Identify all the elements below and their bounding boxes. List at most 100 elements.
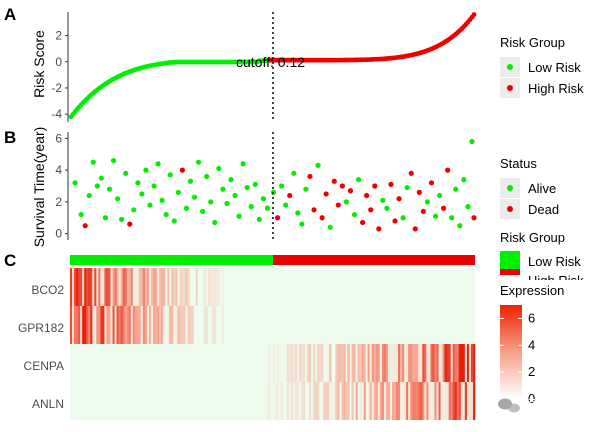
alive-point (200, 208, 206, 215)
alive-point (171, 218, 177, 224)
heatmap-cell (181, 268, 184, 306)
heatmap-cell (183, 306, 186, 344)
alive-point (123, 170, 129, 176)
alive-point (424, 199, 431, 205)
legend-dead-label: Dead (528, 202, 559, 217)
dead-point (323, 191, 329, 197)
alive-point (119, 216, 125, 222)
alive-point (228, 177, 234, 183)
legend-low-risk-dot (507, 64, 513, 70)
heatmap-cell (428, 344, 431, 382)
panel-c: BCO2 GPR182 CENPA ANLN (18, 255, 476, 420)
heatmap-cell (173, 268, 176, 306)
heatmap-cell (412, 344, 415, 382)
heatmap-cell (464, 344, 468, 382)
heatmap-cell (207, 268, 211, 306)
heatmap-cell (221, 306, 225, 344)
heatmap-cell (351, 382, 354, 420)
heatmap-cell (179, 306, 182, 344)
heatmap-cell (448, 344, 451, 382)
heatmap-cell (341, 382, 344, 420)
dead-point (307, 173, 313, 180)
cutoff-label: cutoff: 0.12 (236, 54, 305, 70)
dead-point (471, 215, 477, 221)
heatmap-cell (104, 306, 107, 344)
heatmap-cell (379, 344, 383, 382)
heatmap-cell (472, 344, 476, 382)
heatmap-cell (82, 268, 85, 306)
heatmap-cell (300, 344, 304, 382)
legend-risk-group-bar: Risk Group Low Risk High Risk (500, 230, 584, 288)
heatmap-cell (157, 306, 160, 344)
heatmap-cell (436, 344, 439, 382)
heatmap-cell (329, 344, 332, 382)
heatmap-cell (347, 382, 350, 420)
heatmap-cell (72, 306, 75, 344)
heatmap-cell (134, 268, 138, 306)
heatmap-cell (394, 344, 397, 382)
heatmap-cell (142, 268, 146, 306)
heatmap-cell (90, 268, 93, 306)
heatmap-cell (464, 382, 468, 420)
heatmap-cell (377, 382, 381, 420)
heatmap-cell (74, 306, 77, 344)
heatmap-cell (144, 306, 148, 344)
heatmap-cell (118, 306, 121, 344)
heatmap-cell (163, 306, 166, 344)
heatmap-cell (438, 344, 441, 382)
heatmap-cell (86, 306, 89, 344)
gene-label-anln: ANLN (32, 397, 64, 411)
heatmap-cell (298, 344, 302, 382)
heatmap-cell (385, 382, 389, 420)
alive-point (465, 204, 471, 210)
heatmap-cell (424, 382, 427, 420)
legend-low-risk-bar-label: Low Risk (528, 254, 581, 269)
heatmap-cell (88, 268, 91, 306)
alive-point (191, 194, 198, 200)
panel-c-letter: C (4, 251, 16, 270)
alive-point (131, 207, 137, 213)
heatmap-cell (108, 268, 111, 306)
heatmap-cell (432, 382, 435, 420)
panel-b-ylabel: Survival Time(year) (31, 127, 47, 248)
heatmap-cell (130, 268, 134, 306)
heatmap-cell (151, 268, 154, 306)
dead-point (331, 178, 337, 184)
heatmap-cell (72, 268, 75, 306)
legend-low-risk-swatch (500, 251, 520, 269)
heatmap-cell (406, 344, 409, 382)
heatmap-cell (470, 344, 474, 382)
heatmap-cell (215, 268, 219, 306)
heatmap-cell (436, 382, 439, 420)
heatmap-cell (420, 344, 423, 382)
heatmap-cell (292, 344, 296, 382)
heatmap-cell (420, 382, 423, 420)
heatmap-cell (153, 306, 156, 344)
heatmap-cell (74, 268, 77, 306)
dead-point (445, 167, 451, 173)
heatmap-cell (98, 306, 101, 344)
heatmap-cell (398, 382, 401, 420)
alive-point (212, 219, 218, 226)
heatmap-cell (181, 306, 184, 344)
heatmap-cell (444, 382, 447, 420)
heatmap-cell (442, 344, 445, 382)
heatmap-cell (288, 344, 292, 382)
dead-point (360, 219, 366, 226)
alive-point (355, 177, 362, 183)
heatmap-cell (361, 344, 364, 382)
alive-point (155, 161, 161, 167)
gene-label-bco2: BCO2 (31, 283, 64, 297)
heatmap-cell (183, 268, 186, 306)
legend-high-risk-dot (507, 85, 513, 91)
heatmap-cell (296, 382, 300, 420)
heatmap-cell (138, 306, 142, 344)
heatmap-cell (144, 268, 148, 306)
alive-point (220, 186, 226, 192)
heatmap-cell (321, 344, 324, 382)
heatmap-cell (122, 268, 125, 306)
heatmap-cell (343, 344, 346, 382)
expr-tick-label: 6 (528, 310, 535, 325)
ytick-label-b: 0 (55, 227, 62, 241)
heatmap-cell (175, 268, 178, 306)
